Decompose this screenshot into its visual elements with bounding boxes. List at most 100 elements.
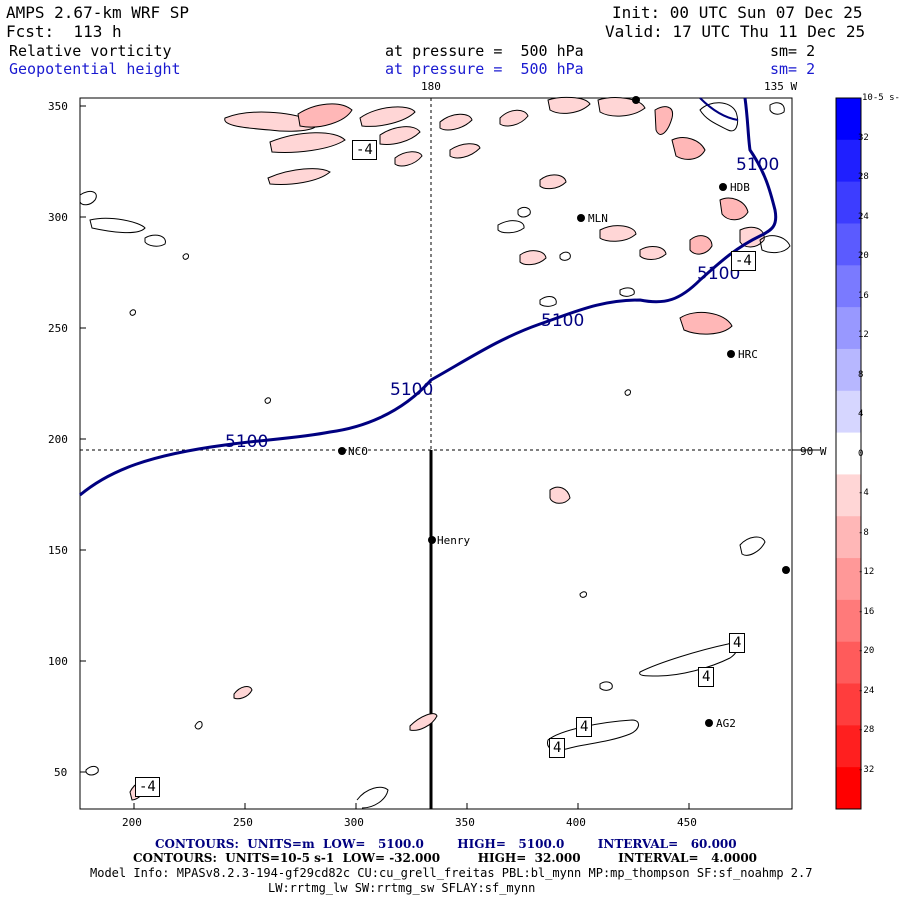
model-title: AMPS 2.67-km WRF SP <box>6 3 190 22</box>
colorbar-swatch <box>836 139 861 183</box>
colorbar-swatch <box>836 767 861 810</box>
station-edge-dot <box>782 566 790 574</box>
station-ag2-label: AG2 <box>716 717 736 730</box>
colorbar-tick-label: -16 <box>858 606 875 617</box>
y-tick-100: 100 <box>48 655 68 668</box>
positive-vorticity-contours <box>79 102 791 809</box>
height-label-4: 5100 <box>697 264 741 284</box>
vort-label-5: 4 <box>698 667 715 687</box>
colorbar-swatch <box>836 474 861 517</box>
colorbar-tick-label: -24 <box>858 685 875 696</box>
station-mln-label: MLN <box>588 212 608 225</box>
station-hdb-dot <box>719 183 727 191</box>
station-mln-dot <box>577 214 585 222</box>
colorbar-swatch <box>836 432 861 475</box>
valid-time: Valid: 17 UTC Thu 11 Dec 25 <box>605 22 866 41</box>
vort-label-1: -4 <box>352 140 377 160</box>
colorbar-swatch <box>836 307 861 350</box>
station-nco-dot <box>338 447 346 455</box>
footer-contours-height: CONTOURS: UNITS=m LOW= 5100.0 HIGH= 5100… <box>155 837 737 851</box>
colorbar-tick-label: 12 <box>858 330 869 340</box>
meridian-label-180: 180 <box>421 80 441 93</box>
station-henry-label: Henry <box>437 534 471 547</box>
init-time: Init: 00 UTC Sun 07 Dec 25 <box>612 3 863 22</box>
field-1-name: Relative vorticity <box>9 42 172 60</box>
colorbar-swatch <box>836 683 861 726</box>
y-tick-200: 200 <box>48 433 68 446</box>
parallel-label-90w: 90 W <box>800 445 827 458</box>
station-henry-dot <box>428 536 436 544</box>
y-tick-250: 250 <box>48 322 68 335</box>
axis-ticks <box>80 105 690 809</box>
y-tick-150: 150 <box>48 544 68 557</box>
forecast-hour: Fcst: 113 h <box>6 22 122 41</box>
colorbar-tick-label: 16 <box>858 290 869 301</box>
field-1-smooth: sm= 2 <box>770 42 816 60</box>
vort-label-3: -4 <box>135 777 160 797</box>
station-hrc-dot <box>727 350 735 358</box>
colorbar-swatch <box>836 390 861 434</box>
station-top-dot <box>632 96 640 104</box>
vort-label-4: 4 <box>729 633 746 653</box>
height-label-2: 5100 <box>390 380 434 400</box>
field-1-level: at pressure = 500 hPa <box>385 42 584 60</box>
station-hdb-label: HDB <box>730 181 750 194</box>
station-ag2-dot <box>705 719 713 727</box>
geopotential-5100-contour <box>79 97 778 497</box>
vort-label-2: -4 <box>731 251 756 271</box>
geopotential-contour-top <box>699 97 739 121</box>
colorbar-swatch <box>836 223 861 266</box>
field-2-level: at pressure = 500 hPa <box>385 60 584 78</box>
field-2-name: Geopotential height <box>9 60 181 78</box>
height-label-5: 5100 <box>736 155 780 175</box>
colorbar-tick-label: -32 <box>858 764 875 775</box>
x-tick-350: 350 <box>455 816 475 829</box>
colorbar-tick-label: 8 <box>858 369 864 380</box>
y-tick-50: 50 <box>54 766 68 779</box>
field-2-smooth: sm= 2 <box>770 60 816 78</box>
x-tick-300: 300 <box>344 816 364 829</box>
colorbar-tick-label: -8 <box>858 527 869 538</box>
meridian-label-135w: 135 W <box>764 80 798 93</box>
colorbar-tick-label: -4 <box>858 488 869 498</box>
colorbar-swatch <box>836 641 861 685</box>
colorbar-tick-label: 28 <box>858 172 869 182</box>
colorbar-swatch <box>836 265 861 308</box>
colorbar-frame <box>835 97 862 810</box>
y-tick-350: 350 <box>48 100 68 113</box>
height-label-1: 5100 <box>225 432 269 452</box>
x-tick-250: 250 <box>233 816 253 829</box>
colorbar-tick-label: 20 <box>858 251 869 261</box>
colorbar-tick-label: 32 <box>858 132 869 143</box>
colorbar-swatch <box>836 181 861 224</box>
x-tick-400: 400 <box>566 816 586 829</box>
colorbar-swatch <box>836 516 861 559</box>
colorbar-swatch <box>836 599 861 643</box>
colorbar-swatch <box>836 98 861 141</box>
footer-model-info-2: LW:rrtmg_lw SW:rrtmg_sw SFLAY:sf_mynn <box>268 881 536 895</box>
vort-label-7: 4 <box>549 738 566 758</box>
colorbar-swatch <box>836 725 861 768</box>
colorbar-tick-label: -28 <box>858 725 875 735</box>
station-nco-label: NCO <box>348 445 368 458</box>
colorbar-tick-label: -12 <box>858 567 875 577</box>
vort-label-6: 4 <box>576 717 593 737</box>
y-tick-300: 300 <box>48 211 68 224</box>
x-tick-450: 450 <box>677 816 697 829</box>
colorbar-swatch <box>836 348 861 392</box>
colorbar-tick-label: 0 <box>858 448 864 459</box>
map-frame <box>79 97 793 810</box>
colorbar-swatch <box>836 558 861 601</box>
colorbar-tick-label: -20 <box>858 646 875 656</box>
colorbar-unit: 10-5 s-1 <box>862 93 900 103</box>
station-hrc-label: HRC <box>738 348 758 361</box>
colorbar-tick-label: 24 <box>858 211 869 222</box>
footer-model-info: Model Info: MPASv8.2.3-194-gf29cd82c CU:… <box>90 866 813 880</box>
x-tick-200: 200 <box>122 816 142 829</box>
height-label-3: 5100 <box>541 311 585 331</box>
colorbar-tick-label: 4 <box>858 409 864 419</box>
footer-contours-vorticity: CONTOURS: UNITS=10-5 s-1 LOW= -32.000 HI… <box>133 851 758 865</box>
station-markers <box>338 96 790 727</box>
colorbar-swatches <box>836 98 861 810</box>
